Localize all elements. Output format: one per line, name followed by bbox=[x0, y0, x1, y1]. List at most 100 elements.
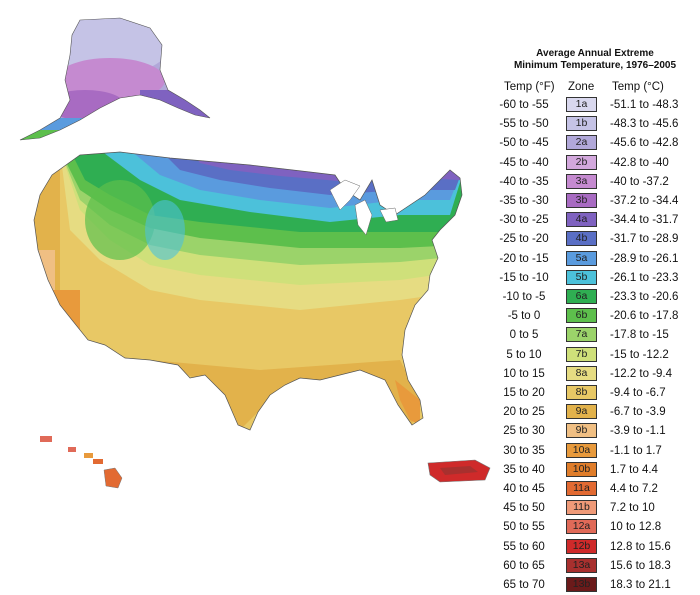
legend-row: -20 to -15 5a -28.9 to -26.1 bbox=[0, 250, 700, 269]
zone-swatch: 2a bbox=[566, 135, 597, 151]
legend-row: -45 to -40 2b -42.8 to -40 bbox=[0, 154, 700, 173]
temp-c-range: 1.7 to 4.4 bbox=[610, 463, 658, 476]
zone-swatch: 3a bbox=[566, 173, 597, 189]
temp-c-range: -1.1 to 1.7 bbox=[610, 444, 662, 457]
hawaii-region bbox=[40, 436, 123, 489]
temp-c-range: -45.6 to -42.8 bbox=[610, 137, 679, 150]
zone-swatch: 6a bbox=[566, 289, 597, 304]
temp-f-range: 5 to 10 bbox=[506, 348, 542, 361]
zone-swatch: 3b bbox=[566, 193, 597, 208]
zone-swatch: 10a bbox=[566, 442, 597, 458]
temp-c-range: -26.1 to -23.3 bbox=[610, 271, 679, 284]
legend-row: 40 to 45 11a 4.4 to 7.2 bbox=[0, 480, 700, 499]
zone-swatch: 13a bbox=[566, 557, 597, 573]
legend-row: -25 to -20 4b -31.7 to -28.9 bbox=[0, 230, 700, 249]
temp-f-range: -40 to -35 bbox=[499, 175, 549, 188]
temp-c-range: -40 to -37.2 bbox=[610, 175, 669, 188]
temp-f-range: -45 to -40 bbox=[499, 156, 549, 169]
temp-c-range: -6.7 to -3.9 bbox=[610, 406, 666, 419]
legend-row: 25 to 30 9b -3.9 to -1.1 bbox=[0, 422, 700, 441]
puerto-rico-region bbox=[427, 459, 491, 483]
zone-swatch: 13b bbox=[566, 577, 597, 592]
zone-swatch: 9b bbox=[566, 423, 597, 439]
zone-swatch: 9a bbox=[566, 404, 597, 420]
temp-c-range: -28.9 to -26.1 bbox=[610, 252, 679, 265]
temp-c-range: 12.8 to 15.6 bbox=[610, 540, 671, 553]
legend-row: -40 to -35 3a -40 to -37.2 bbox=[0, 173, 700, 192]
temp-c-range: -34.4 to -31.7 bbox=[610, 214, 679, 227]
temp-f-range: -25 to -20 bbox=[499, 233, 549, 246]
temp-c-range: -3.9 to -1.1 bbox=[610, 425, 666, 438]
zone-swatch: 11a bbox=[566, 481, 597, 496]
zone-swatch: 2b bbox=[566, 154, 597, 170]
temp-f-range: 15 to 20 bbox=[503, 387, 545, 399]
legend-row: -5 to 0 6b -20.6 to -17.8 bbox=[0, 307, 700, 326]
temp-f-range: -60 to -55 bbox=[499, 99, 549, 111]
temp-f-range: 60 to 65 bbox=[503, 559, 545, 572]
temp-c-range: -48.3 to -45.6 bbox=[610, 118, 679, 131]
temp-c-range: 18.3 to 21.1 bbox=[610, 579, 671, 591]
temp-f-range: 0 to 5 bbox=[509, 329, 539, 342]
temp-c-range: -23.3 to -20.6 bbox=[610, 291, 679, 303]
legend-row: 45 to 50 11b 7.2 to 10 bbox=[0, 499, 700, 518]
temp-f-range: 40 to 45 bbox=[503, 483, 545, 495]
zone-swatch: 4a bbox=[566, 212, 597, 228]
temp-f-range: 65 to 70 bbox=[503, 579, 545, 591]
temp-f-range: -10 to -5 bbox=[502, 291, 546, 303]
zone-swatch: 5b bbox=[566, 269, 597, 285]
zone-swatch: 8b bbox=[566, 385, 597, 400]
temp-f-range: -15 to -10 bbox=[499, 271, 549, 284]
zone-swatch: 5a bbox=[566, 250, 597, 266]
temp-c-range: 10 to 12.8 bbox=[610, 521, 662, 534]
temp-f-range: 20 to 25 bbox=[503, 406, 545, 419]
temp-c-range: -37.2 to -34.4 bbox=[610, 195, 679, 207]
legend-row: -10 to -5 6a -23.3 to -20.6 bbox=[0, 288, 700, 307]
temp-c-range: 7.2 to 10 bbox=[610, 502, 655, 515]
legend-row: 30 to 35 10a -1.1 to 1.7 bbox=[0, 442, 700, 461]
temp-c-range: 15.6 to 18.3 bbox=[610, 559, 671, 572]
temp-c-range: -9.4 to -6.7 bbox=[610, 387, 666, 399]
legend-row: 65 to 70 13b 18.3 to 21.1 bbox=[0, 576, 700, 595]
zone-swatch: 8a bbox=[566, 365, 597, 381]
legend-row: 55 to 60 12b 12.8 to 15.6 bbox=[0, 538, 700, 557]
header-temp-c: Temp (°C) bbox=[612, 81, 664, 93]
legend-title-line1: Average Annual Extreme bbox=[536, 48, 654, 59]
temp-f-range: 35 to 40 bbox=[503, 463, 545, 476]
legend-row: -60 to -55 1a -51.1 to -48.3 bbox=[0, 96, 700, 115]
zone-swatch: 7a bbox=[566, 327, 597, 343]
legend-row: 0 to 5 7a -17.8 to -15 bbox=[0, 326, 700, 345]
legend-row: 20 to 25 9a -6.7 to -3.9 bbox=[0, 403, 700, 422]
legend-row: 60 to 65 13a 15.6 to 18.3 bbox=[0, 557, 700, 576]
legend-row: -15 to -10 5b -26.1 to -23.3 bbox=[0, 269, 700, 288]
temp-f-range: -5 to 0 bbox=[507, 310, 541, 323]
zone-swatch: 4b bbox=[566, 231, 597, 247]
legend-row: 35 to 40 10b 1.7 to 4.4 bbox=[0, 461, 700, 480]
temp-f-range: 45 to 50 bbox=[503, 502, 545, 515]
zone-swatch: 7b bbox=[566, 346, 597, 362]
header-temp-f: Temp (°F) bbox=[504, 81, 555, 93]
legend-title-line2: Minimum Temperature, 1976–2005 bbox=[513, 60, 677, 71]
zone-swatch: 1a bbox=[566, 97, 597, 112]
temp-f-range: 30 to 35 bbox=[503, 444, 545, 457]
zone-swatch: 6b bbox=[566, 308, 597, 324]
legend-row: -55 to -50 1b -48.3 to -45.6 bbox=[0, 115, 700, 134]
zone-swatch: 12a bbox=[566, 519, 597, 535]
temp-c-range: -17.8 to -15 bbox=[610, 329, 669, 342]
temp-f-range: -50 to -45 bbox=[499, 137, 549, 150]
temp-f-range: -30 to -25 bbox=[499, 214, 549, 227]
temp-f-range: -20 to -15 bbox=[499, 252, 549, 265]
zone-swatch: 11b bbox=[566, 500, 597, 516]
temp-c-range: 4.4 to 7.2 bbox=[610, 483, 658, 495]
legend-row: 5 to 10 7b -15 to -12.2 bbox=[0, 346, 700, 365]
temp-c-range: -15 to -12.2 bbox=[610, 348, 669, 361]
temp-f-range: 10 to 15 bbox=[503, 367, 545, 380]
temp-c-range: -12.2 to -9.4 bbox=[610, 367, 673, 380]
temp-f-range: 50 to 55 bbox=[503, 521, 545, 534]
temp-c-range: -31.7 to -28.9 bbox=[610, 233, 679, 246]
hardiness-zone-map bbox=[19, 17, 491, 489]
zone-swatch: 12b bbox=[566, 538, 597, 554]
legend-row: -35 to -30 3b -37.2 to -34.4 bbox=[0, 192, 700, 211]
temp-c-range: -42.8 to -40 bbox=[610, 156, 669, 169]
temp-c-range: -51.1 to -48.3 bbox=[610, 99, 679, 111]
temp-f-range: -35 to -30 bbox=[499, 195, 549, 207]
